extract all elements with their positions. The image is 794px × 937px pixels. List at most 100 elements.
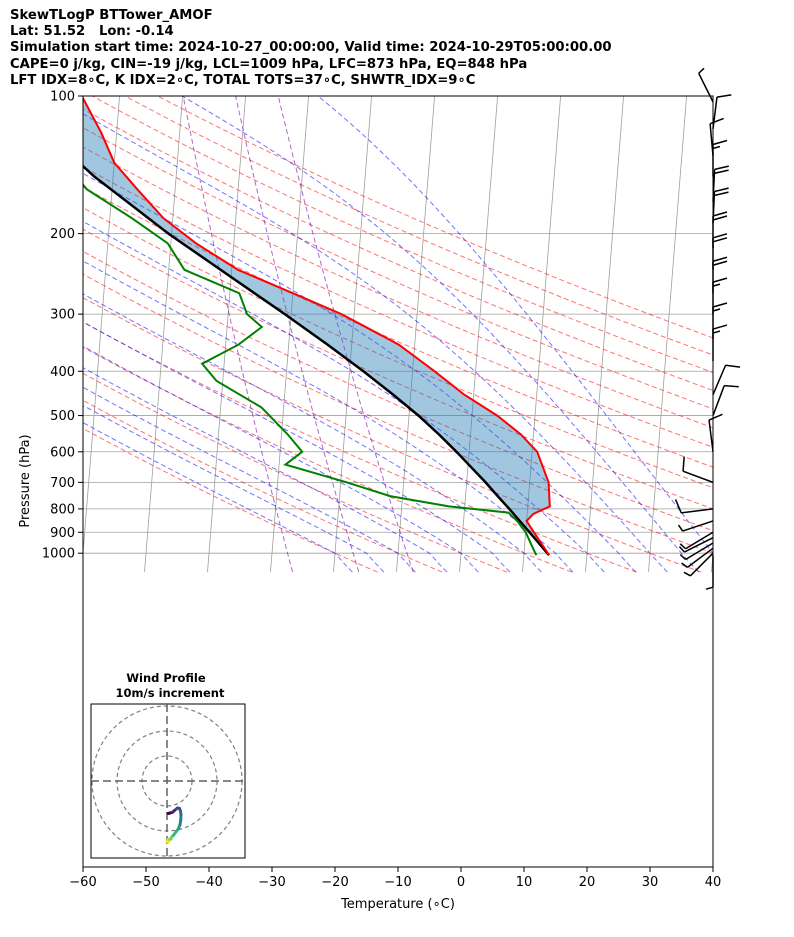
y-tick-label: 900 xyxy=(50,526,75,541)
barb-staff xyxy=(709,123,714,156)
dry-adiabat-line xyxy=(83,427,378,573)
barb-flag xyxy=(674,499,682,514)
barb-flag xyxy=(712,215,728,221)
barb-staff xyxy=(712,169,716,202)
mixing-ratio-line xyxy=(182,96,294,573)
barb-flag xyxy=(712,302,728,308)
dewpoint-profile-line xyxy=(83,183,538,556)
moist-adiabat-line xyxy=(83,345,479,573)
x-tick-label: −10 xyxy=(384,875,411,890)
barb-flag xyxy=(712,139,728,146)
y-tick-label: 500 xyxy=(50,409,75,424)
barb-flag xyxy=(709,117,724,125)
barb-half-flag xyxy=(679,543,687,550)
isotherm-line xyxy=(522,96,562,573)
hodograph xyxy=(91,704,245,858)
barb-flag xyxy=(712,237,728,243)
x-tick-label: 20 xyxy=(579,875,596,890)
y-tick-label: 700 xyxy=(50,476,75,491)
barb-flag xyxy=(714,169,729,175)
axes: −60 −50 −40 −30 −20 −10 0 10 20 30 40 100 200 300 400 5… xyxy=(42,90,721,891)
dry-adiabat-line xyxy=(83,146,713,429)
barb-half-flag xyxy=(681,562,688,568)
dry-adiabat-line xyxy=(83,346,572,573)
barb-flag xyxy=(712,324,728,330)
wind-barb xyxy=(682,456,714,484)
barb-half-flag xyxy=(712,283,721,287)
barb-staff xyxy=(686,547,714,568)
wind-barb xyxy=(698,67,714,103)
moist-adiabat-line xyxy=(83,172,637,573)
y-tick-label: 800 xyxy=(50,502,75,517)
moist-adiabat-line xyxy=(83,293,542,573)
wind-profile-inset: Wind Profile 10m/s increment xyxy=(90,671,246,859)
dry-adiabat-line xyxy=(83,127,713,410)
y-tick-label: 300 xyxy=(50,308,75,323)
wind-barb xyxy=(712,302,728,339)
barb-flag xyxy=(712,256,728,262)
barb-half-flag xyxy=(683,571,691,577)
dry-adiabat-line xyxy=(91,96,713,374)
plot-area xyxy=(83,96,713,573)
barb-flag xyxy=(716,94,732,98)
dry-adiabat-line xyxy=(83,186,713,468)
dry-adiabat-line xyxy=(83,166,713,448)
barb-staff xyxy=(712,97,718,129)
x-tick-label: −50 xyxy=(132,875,159,890)
inset-subtitle: 10m/s increment xyxy=(116,686,225,700)
wind-barb xyxy=(681,547,714,568)
dry-adiabat-line xyxy=(83,207,713,489)
x-tick-label: −60 xyxy=(69,875,96,890)
dry-adiabat-line xyxy=(83,372,508,573)
wind-barb xyxy=(677,520,714,532)
barb-half-flag xyxy=(712,330,721,334)
x-tick-label: −40 xyxy=(195,875,222,890)
barb-staff xyxy=(708,419,714,452)
isotherm-line xyxy=(207,96,247,573)
mixing-ratio-line xyxy=(235,96,360,573)
inset-title: Wind Profile xyxy=(126,671,206,685)
moist-adiabat-line xyxy=(83,421,353,573)
moist-adiabat-line xyxy=(83,367,448,573)
dry-adiabat-line xyxy=(83,108,713,392)
wind-barb xyxy=(678,537,714,553)
wind-barb xyxy=(712,277,728,315)
barb-staff xyxy=(682,470,714,484)
index-line: LFT IDX=8∘C, K IDX=2∘C, TOTAL TOTS=37∘C,… xyxy=(10,72,476,88)
barb-half-flag xyxy=(677,524,684,532)
x-tick-label: 10 xyxy=(516,875,533,890)
chart-header: SkewTLogP BTTower_AMOF Lat: 51.52 Lon: -… xyxy=(10,8,612,89)
cin-shading xyxy=(83,98,550,554)
dry-adiabat-line xyxy=(83,321,637,573)
isotherm-line xyxy=(270,96,310,573)
stability-line: CAPE=0 j/kg, CIN=-19 j/kg, LCL=1009 hPa,… xyxy=(10,56,528,72)
isotherm-line xyxy=(459,96,499,573)
barb-staff xyxy=(685,542,714,561)
wind-barb xyxy=(712,94,732,129)
barb-flag xyxy=(712,260,728,266)
isotherm-line xyxy=(585,96,625,573)
barb-staff xyxy=(712,364,727,395)
wind-barbs xyxy=(674,67,741,590)
barb-flag xyxy=(712,277,728,283)
barb-flag xyxy=(682,456,685,472)
y-tick-label: 1000 xyxy=(42,547,75,562)
barb-staff xyxy=(684,537,714,553)
barb-staff xyxy=(681,508,714,514)
moist-adiabat-line xyxy=(181,96,700,573)
barb-half-flag xyxy=(712,308,721,312)
wind-barb xyxy=(708,413,723,452)
wind-barb xyxy=(712,384,739,416)
barb-flag xyxy=(725,364,741,368)
moist-adiabat-line xyxy=(83,404,385,573)
barb-flag xyxy=(712,211,728,217)
barb-staff xyxy=(712,191,716,224)
wind-barb xyxy=(712,324,728,362)
dry-adiabat-line xyxy=(83,399,443,573)
isotherm-line xyxy=(83,96,121,559)
wind-barb xyxy=(679,542,714,561)
barb-half-flag xyxy=(705,586,714,590)
y-tick-label: 400 xyxy=(50,365,75,380)
wind-barb xyxy=(679,531,714,550)
